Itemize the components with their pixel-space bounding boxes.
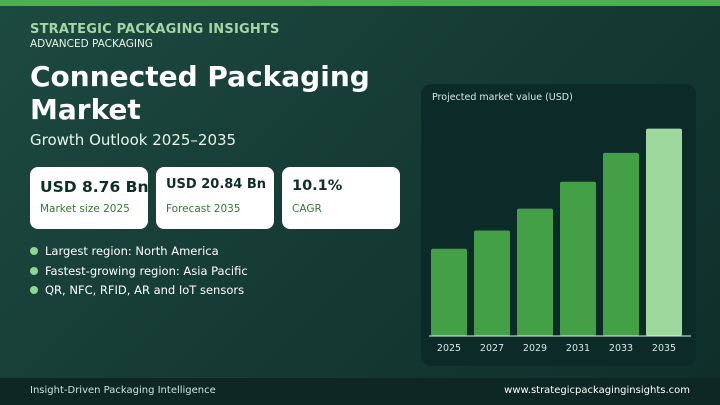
stat-label: Forecast 2035 (166, 203, 241, 215)
stat-card-forecast: USD 20.84 Bn Forecast 2035 (156, 167, 274, 229)
bullet-dot-icon (30, 266, 38, 275)
footer-website-link[interactable]: www.strategicpackaginginsights.com (504, 385, 690, 396)
x-tick-label: 2025 (437, 343, 461, 354)
bar-2031 (560, 181, 596, 336)
category-label: ADVANCED PACKAGING (30, 38, 153, 50)
highlight-item: Largest region: North America (30, 243, 248, 263)
highlight-text: QR, NFC, RFID, AR and IoT sensors (45, 283, 245, 297)
chart-title: Projected market value (USD) (432, 92, 573, 103)
page-subtitle: Growth Outlook 2025–2035 (30, 131, 237, 149)
bar-2025 (431, 248, 467, 336)
bar-2029 (517, 208, 553, 336)
x-tick-label: 2035 (652, 343, 676, 354)
x-tick-label: 2029 (523, 343, 547, 354)
bullet-dot-icon (30, 247, 38, 255)
bullet-dot-icon (30, 286, 38, 294)
x-tick-label: 2027 (480, 343, 504, 354)
footer: Insight-Driven Packaging Intelligence ww… (0, 378, 720, 405)
stat-value: USD 20.84 Bn (166, 177, 267, 192)
stat-card-cagr: 10.1% CAGR (282, 167, 400, 229)
x-tick-label: 2031 (566, 343, 590, 354)
highlight-text: Largest region: North America (45, 244, 219, 258)
highlights-list: Largest region: North America Fastest-gr… (30, 243, 248, 302)
brand-name: STRATEGIC PACKAGING INSIGHTS (30, 22, 280, 37)
highlight-text: Fastest-growing region: Asia Pacific (45, 263, 248, 278)
stat-card-market-size: USD 8.76 Bn Market size 2025 (30, 167, 149, 229)
highlight-item: QR, NFC, RFID, AR and IoT sensors (30, 282, 248, 302)
x-tick-label: 2033 (609, 343, 633, 354)
stat-value: USD 8.76 Bn (40, 178, 149, 196)
bar-2035 (646, 128, 682, 336)
stat-label: CAGR (292, 203, 322, 215)
top-accent-bar (0, 0, 720, 6)
stat-label: Market size 2025 (40, 203, 130, 215)
page-title: Connected Packaging Market (30, 60, 370, 126)
bar-chart: 2025 2027 2029 2031 2033 2035 (429, 128, 691, 354)
highlight-item: Fastest-growing region: Asia Pacific (30, 263, 248, 283)
bar-2033 (603, 152, 639, 336)
stat-value: 10.1% (292, 178, 343, 194)
footer-tagline: Insight-Driven Packaging Intelligence (30, 385, 216, 396)
chart-panel: Projected market value (USD) 2025 2027 202… (421, 84, 696, 366)
bar-2027 (474, 230, 510, 336)
